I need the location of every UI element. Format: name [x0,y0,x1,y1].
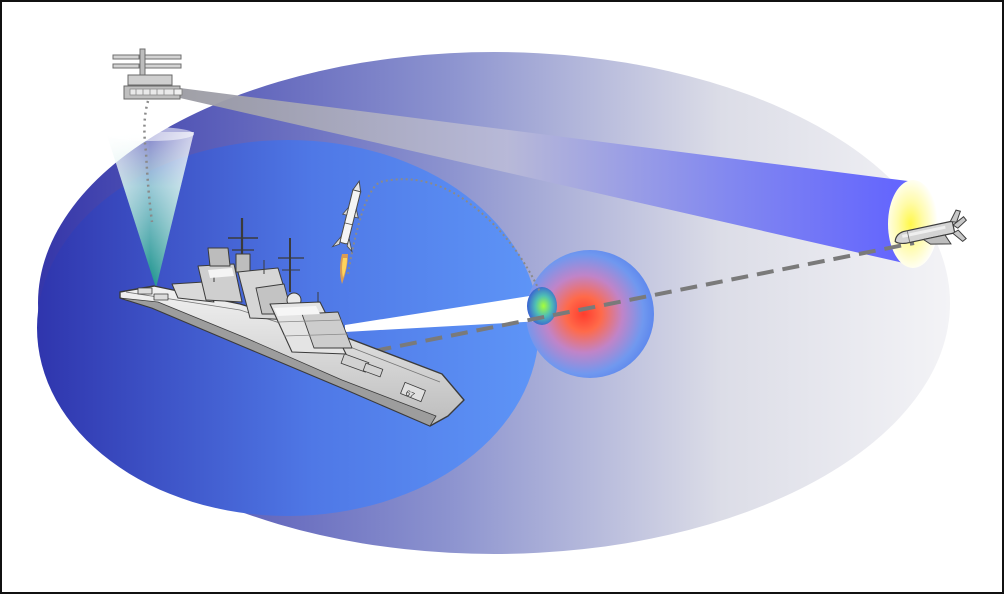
sensor-beam [180,88,908,264]
cruise-missile-icon [894,209,968,245]
intercept-burst-icon [526,250,654,378]
interceptor-trajectory [347,178,541,293]
downlink-path [143,100,154,223]
fire-control-beam [345,294,542,332]
target-track-line [348,241,915,358]
warship-icon: 67 [119,218,465,427]
airborne-sensor-icon [112,48,183,100]
interceptor-missile-icon [331,179,362,284]
interceptor-intercept-point [527,287,557,325]
target-glow [888,180,938,268]
svg-text:67: 67 [404,388,416,400]
